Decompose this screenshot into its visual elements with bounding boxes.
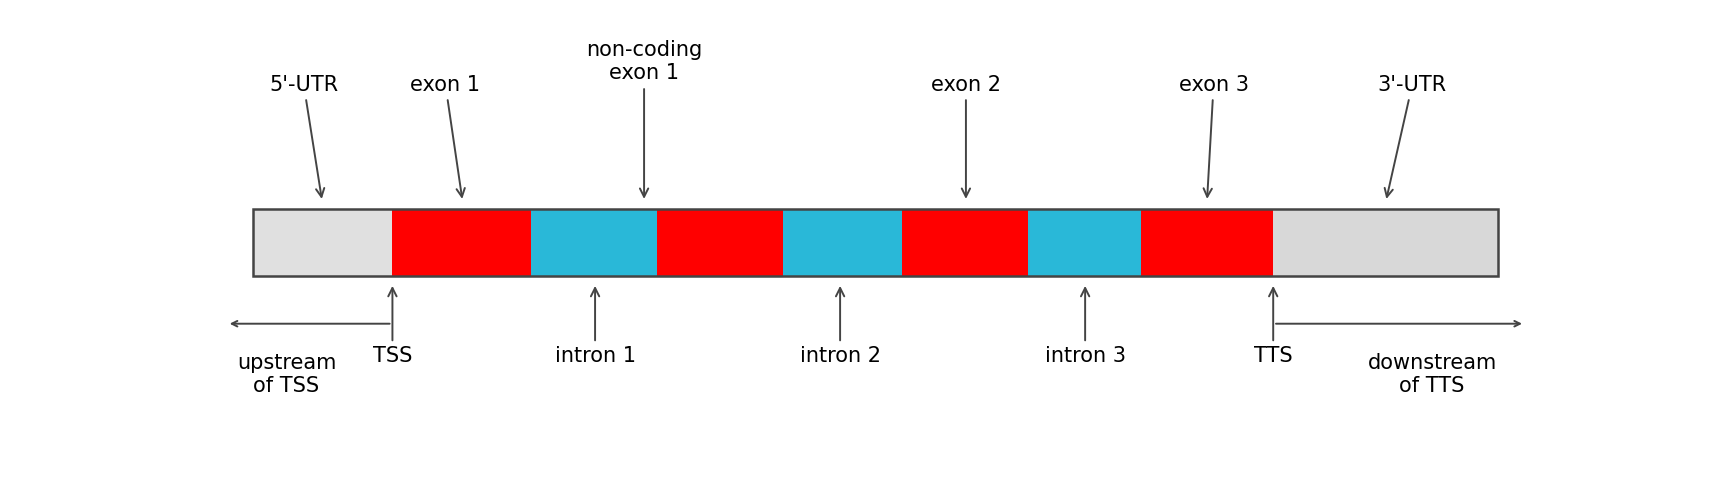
Bar [1273, 209, 1499, 276]
Bar [1142, 209, 1273, 276]
Bar [531, 209, 658, 276]
Text: 5'-UTR: 5'-UTR [268, 74, 338, 197]
Bar [658, 209, 783, 276]
Text: downstream
of TTS: downstream of TTS [1367, 353, 1497, 396]
Text: non-coding
exon 1: non-coding exon 1 [586, 40, 702, 197]
Text: TTS: TTS [1254, 288, 1292, 366]
Bar [783, 209, 902, 276]
Bar [902, 209, 1029, 276]
Bar [253, 209, 1499, 276]
Text: exon 1: exon 1 [410, 74, 480, 197]
Text: upstream
of TSS: upstream of TSS [238, 353, 337, 396]
Bar [253, 209, 393, 276]
Bar [1029, 209, 1142, 276]
Text: intron 2: intron 2 [800, 288, 880, 366]
Text: exon 2: exon 2 [931, 74, 1001, 197]
Text: 3'-UTR: 3'-UTR [1377, 74, 1448, 197]
Bar [393, 209, 531, 276]
Text: intron 1: intron 1 [555, 288, 636, 366]
Text: intron 3: intron 3 [1044, 288, 1126, 366]
Text: exon 3: exon 3 [1179, 74, 1249, 197]
Text: TSS: TSS [373, 288, 412, 366]
